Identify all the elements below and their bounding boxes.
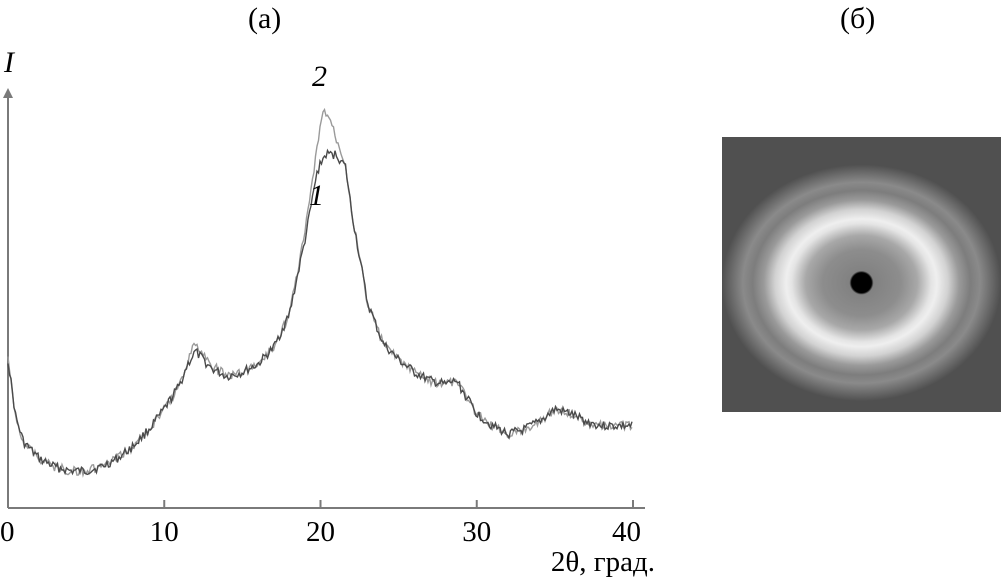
panel-label-a: (а) — [248, 2, 282, 35]
x-axis-label: 2θ, град. — [551, 546, 655, 578]
x-tick-label-3: 30 — [462, 516, 491, 548]
x-tick-label-4: 40 — [612, 516, 641, 548]
axes — [3, 88, 645, 509]
series-group — [7, 107, 633, 478]
panel-label-b: (б) — [840, 2, 876, 35]
diffraction-pattern-image — [722, 137, 1001, 412]
y-axis-label: I — [3, 46, 16, 79]
series-label-1: 1 — [309, 179, 324, 212]
series-1-line — [7, 148, 633, 476]
x-tick-label-1: 10 — [150, 516, 179, 548]
x-tick-label-2: 20 — [306, 516, 335, 548]
x-tick-label-0: 0 — [0, 516, 15, 548]
series-label-2: 2 — [312, 60, 327, 93]
y-axis-arrow — [3, 88, 13, 98]
